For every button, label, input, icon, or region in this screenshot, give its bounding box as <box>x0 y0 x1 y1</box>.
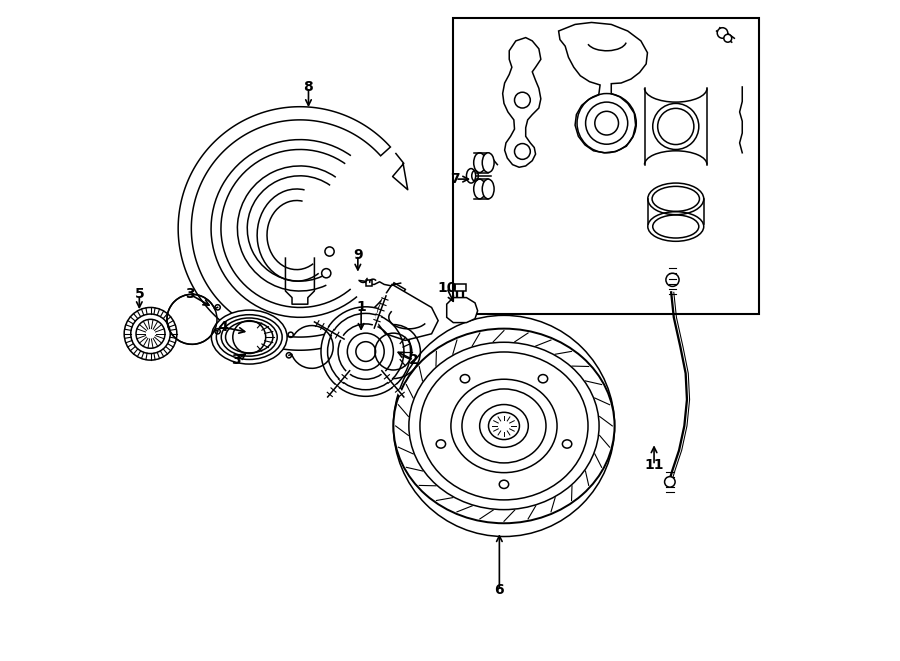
Ellipse shape <box>482 179 494 199</box>
Text: 3: 3 <box>231 353 241 367</box>
Ellipse shape <box>466 169 476 183</box>
Polygon shape <box>178 106 405 350</box>
Bar <box>454 284 466 291</box>
Text: 11: 11 <box>644 459 664 473</box>
Ellipse shape <box>482 153 494 173</box>
Ellipse shape <box>562 440 572 448</box>
Ellipse shape <box>451 379 557 473</box>
Text: 8: 8 <box>303 80 313 94</box>
Bar <box>454 18 760 314</box>
Ellipse shape <box>212 310 287 364</box>
Polygon shape <box>559 22 647 153</box>
Bar <box>366 280 372 286</box>
Text: 7: 7 <box>451 172 460 186</box>
Polygon shape <box>446 297 478 323</box>
Ellipse shape <box>480 405 528 447</box>
Text: 10: 10 <box>437 281 456 295</box>
Ellipse shape <box>473 153 485 173</box>
Circle shape <box>717 28 728 38</box>
Polygon shape <box>375 284 438 340</box>
Ellipse shape <box>393 329 615 524</box>
Ellipse shape <box>500 480 508 488</box>
Text: 5: 5 <box>134 288 144 301</box>
Ellipse shape <box>436 440 446 448</box>
Text: 1: 1 <box>356 301 366 315</box>
Ellipse shape <box>409 342 599 510</box>
Circle shape <box>347 333 384 370</box>
Circle shape <box>321 307 410 397</box>
Circle shape <box>664 477 675 487</box>
Circle shape <box>393 315 615 537</box>
Ellipse shape <box>460 375 470 383</box>
Ellipse shape <box>473 179 485 199</box>
Circle shape <box>724 34 732 42</box>
Text: 2: 2 <box>409 353 419 367</box>
Text: 4: 4 <box>218 320 228 334</box>
Ellipse shape <box>538 375 548 383</box>
Ellipse shape <box>652 103 698 149</box>
Text: 3: 3 <box>185 288 194 301</box>
Polygon shape <box>503 38 541 167</box>
Text: 6: 6 <box>495 584 504 598</box>
Text: 9: 9 <box>353 248 363 262</box>
